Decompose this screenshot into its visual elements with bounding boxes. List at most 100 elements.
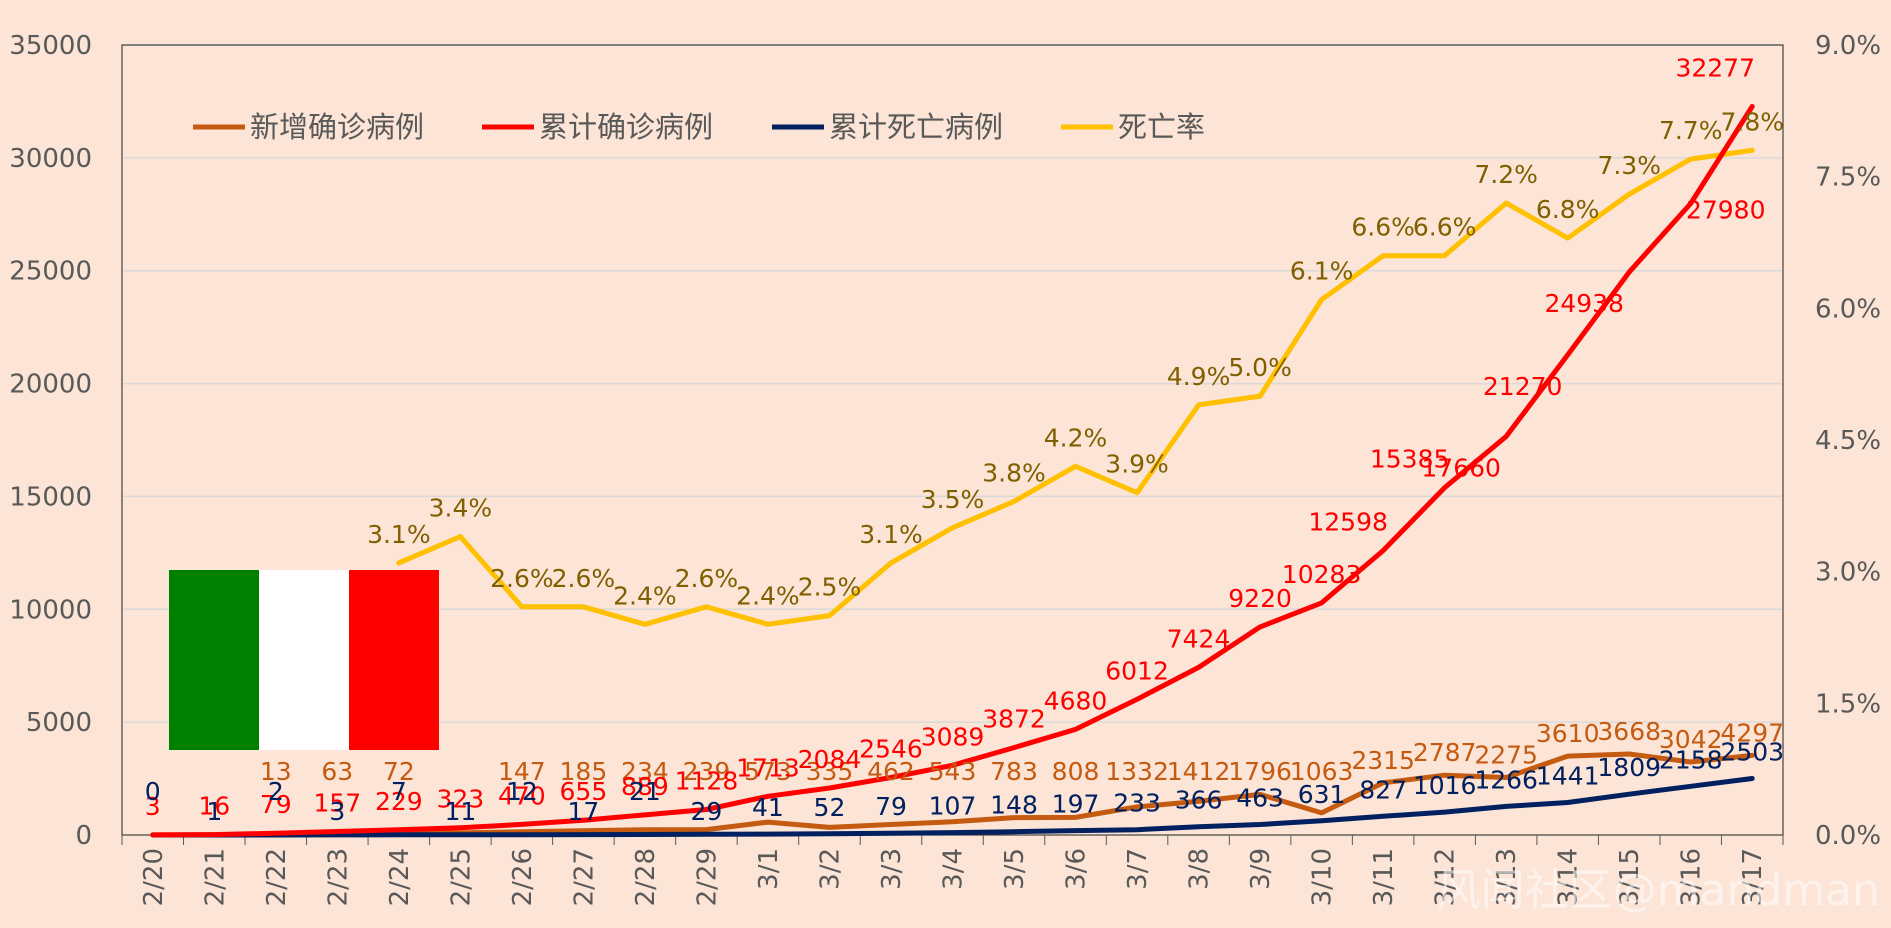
series-line-cumulative-deaths: [150, 776, 1755, 838]
data-label-new-cases: 2315: [1351, 746, 1415, 775]
data-label-death-rate: 2.6%: [490, 564, 554, 593]
x-tick-label: 3/17: [1738, 848, 1768, 906]
data-label-death-rate: 6.6%: [1413, 213, 1477, 242]
series-line-death-rate: [396, 147, 1755, 627]
x-tick-label: 2/24: [385, 848, 415, 906]
legend-label-new-cases: 新增确诊病例: [250, 110, 424, 144]
data-label-cumulative-cases: 7424: [1167, 624, 1231, 653]
data-label-cumulative-deaths: 17: [567, 797, 599, 826]
data-label-death-rate: 7.2%: [1474, 160, 1538, 189]
data-label-cumulative-cases: 229: [375, 787, 423, 816]
x-tick-label: 3/12: [1431, 848, 1461, 906]
data-label-cumulative-deaths: 21: [629, 777, 661, 806]
data-label-cumulative-cases: 323: [436, 785, 484, 814]
data-label-cumulative-deaths: 2: [268, 777, 284, 806]
y-left-tick-label: 25000: [9, 257, 92, 287]
data-label-cumulative-cases: 1713: [736, 753, 800, 782]
y-left-tick-label: 35000: [9, 31, 92, 61]
x-tick-label: 2/27: [569, 848, 599, 906]
data-label-death-rate: 6.8%: [1536, 195, 1600, 224]
data-label-death-rate: 6.1%: [1290, 257, 1354, 286]
data-label-death-rate: 3.9%: [1105, 450, 1169, 479]
data-label-death-rate: 3.1%: [859, 520, 923, 549]
data-label-cumulative-deaths: 11: [444, 797, 476, 826]
data-label-new-cases: 543: [929, 757, 977, 786]
y-left-tick-label: 20000: [9, 370, 92, 400]
data-label-new-cases: 63: [321, 757, 353, 786]
x-tick-label: 2/22: [262, 848, 292, 906]
data-label-death-rate: 7.7%: [1659, 116, 1723, 145]
flag-green-stripe: [169, 570, 259, 750]
data-label-cumulative-deaths: 366: [1175, 786, 1223, 815]
data-label-cumulative-cases: 655: [560, 777, 608, 806]
y-left-tick-label: 10000: [9, 595, 92, 625]
data-label-cumulative-cases: 17660: [1421, 453, 1501, 482]
data-label-cumulative-cases: 9220: [1228, 584, 1292, 613]
x-tick-label: 3/9: [1246, 848, 1276, 890]
y-axis-right: 0.0% 1.5% 3.0% 4.5% 6.0% 7.5% 9.0%: [1815, 31, 1881, 851]
x-tick-label: 3/8: [1185, 848, 1215, 890]
y-axis-left: 0 5000 10000 15000 20000 25000 30000 35000: [9, 31, 92, 851]
data-label-cumulative-cases: 10283: [1282, 560, 1362, 589]
data-label-cumulative-cases: 470: [498, 781, 546, 810]
x-tick-label: 3/3: [877, 848, 907, 890]
y-left-tick-label: 15000: [9, 482, 92, 512]
data-label-cumulative-deaths: 29: [691, 797, 723, 826]
data-label-cumulative-cases: 3872: [982, 705, 1046, 734]
data-label-cumulative-cases: 16: [198, 792, 230, 821]
x-tick-label: 3/4: [939, 848, 969, 890]
data-label-cumulative-deaths: 1809: [1597, 753, 1661, 782]
legend-label-cumulative-cases: 累计确诊病例: [539, 110, 713, 144]
data-label-cumulative-cases: 3: [145, 792, 161, 821]
data-label-cumulative-deaths: 1016: [1413, 771, 1477, 800]
data-label-new-cases: 2787: [1413, 738, 1477, 767]
data-label-new-cases: 72: [383, 757, 415, 786]
data-label-new-cases: 573: [744, 757, 792, 786]
data-label-cumulative-deaths: 2158: [1659, 745, 1723, 774]
y-right-tick-label: 0.0%: [1815, 821, 1881, 851]
x-tick-label: 2/29: [692, 848, 722, 906]
data-label-death-rate: 2.4%: [613, 581, 677, 610]
x-tick-label: 3/14: [1554, 848, 1584, 906]
x-tick-label: 3/10: [1308, 848, 1338, 906]
data-label-new-cases: 2275: [1474, 741, 1538, 770]
x-tick-label: 3/7: [1123, 848, 1153, 890]
legend-item-new-cases: 新增确诊病例: [193, 110, 424, 144]
data-label-cumulative-cases: 32277: [1675, 53, 1755, 82]
x-tick-label: 3/1: [754, 848, 784, 890]
data-label-new-cases: 13: [260, 757, 292, 786]
legend-item-death-rate: 死亡率: [1061, 110, 1205, 144]
x-tick-label: 3/11: [1369, 848, 1399, 906]
flag-white-stripe: [259, 570, 349, 750]
data-label-new-cases: 1796: [1228, 757, 1292, 786]
x-tick-label: 2/25: [446, 848, 476, 906]
data-label-new-cases: 4297: [1720, 718, 1784, 747]
x-tick-label: 2/26: [508, 848, 538, 906]
italy-flag-icon: [169, 570, 439, 750]
data-label-cumulative-deaths: 1441: [1536, 761, 1600, 790]
data-label-new-cases: 808: [1052, 757, 1100, 786]
data-label-new-cases: 239: [683, 757, 731, 786]
data-labels: 13 63 72 147 185 234 239 573 335 462 543 783 808 1332…: [145, 53, 1784, 826]
data-label-cumulative-deaths: 12: [506, 777, 538, 806]
x-tick-label: 3/16: [1677, 848, 1707, 906]
data-label-cumulative-cases: 12598: [1308, 508, 1388, 537]
data-label-new-cases: 234: [621, 757, 669, 786]
data-label-cumulative-cases: 2546: [859, 735, 923, 764]
data-label-cumulative-cases: 889: [621, 772, 669, 801]
data-label-death-rate: 6.6%: [1351, 213, 1415, 242]
data-label-death-rate: 3.1%: [367, 520, 431, 549]
data-label-cumulative-cases: 15385: [1370, 445, 1450, 474]
data-label-death-rate: 2.6%: [675, 564, 739, 593]
data-label-death-rate: 2.5%: [798, 573, 862, 602]
x-tick-label: 2/20: [139, 848, 169, 906]
flag-red-stripe: [349, 570, 439, 750]
data-label-new-cases: 3042: [1659, 725, 1723, 754]
y-left-tick-label: 5000: [26, 708, 92, 738]
data-label-cumulative-deaths: 1: [206, 797, 222, 826]
data-label-new-cases: 783: [990, 757, 1038, 786]
data-label-new-cases: 185: [560, 757, 608, 786]
x-tick-label: 2/28: [631, 848, 661, 906]
data-label-cumulative-cases: 1128: [675, 767, 739, 796]
data-label-new-cases: 1412: [1167, 757, 1231, 786]
